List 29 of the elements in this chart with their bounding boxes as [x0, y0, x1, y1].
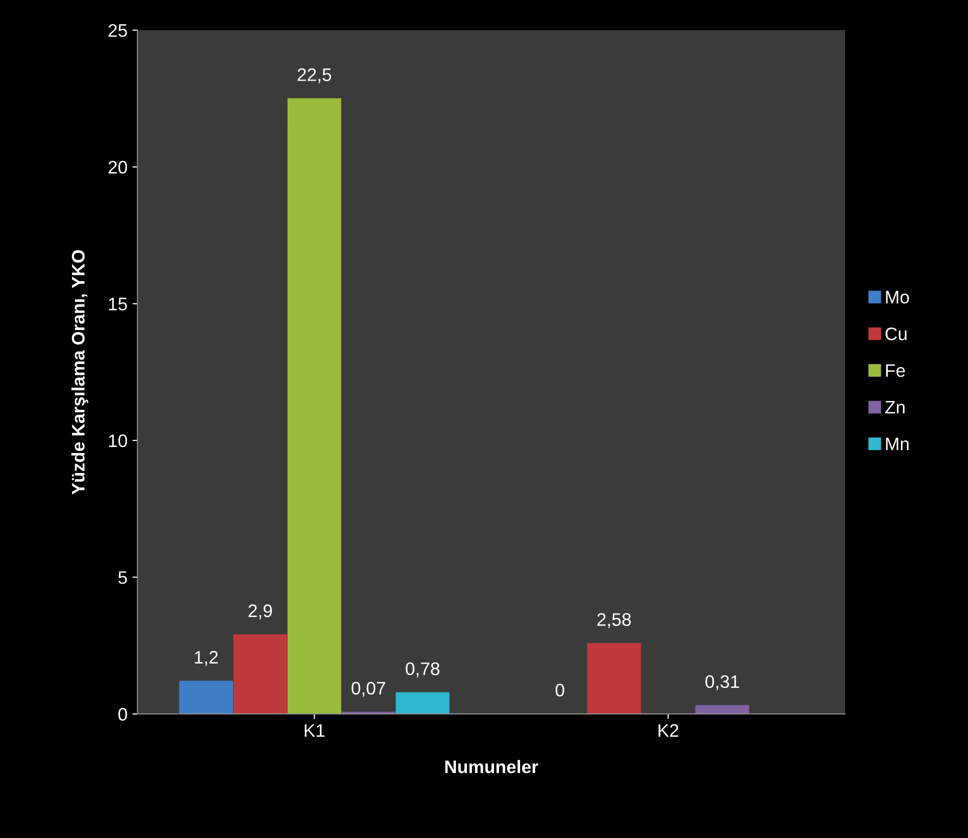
- legend-label: Cu: [886, 327, 907, 340]
- data-label: 0,07: [352, 682, 386, 697]
- data-label: 2,58: [597, 613, 631, 628]
- y-tick-label: 15: [109, 298, 127, 310]
- legend-label: Zn: [885, 401, 905, 414]
- bar: [396, 692, 450, 714]
- x-tick-label: K2: [658, 724, 678, 737]
- bar: [587, 643, 641, 714]
- data-label: 22,5: [298, 68, 332, 84]
- data-label: 2,9: [248, 604, 272, 620]
- legend-label: Mo: [886, 290, 909, 304]
- x-axis-title: Numuneler: [445, 760, 538, 774]
- y-tick-label: 0: [118, 708, 128, 721]
- data-label: 0,78: [406, 662, 440, 678]
- y-tick-label: 5: [118, 571, 127, 584]
- legend-label: Mn: [886, 438, 909, 450]
- data-label: 0: [556, 684, 564, 697]
- bar: [179, 680, 233, 714]
- data-label: 0,31: [705, 675, 739, 690]
- legend-label: Fe: [886, 364, 905, 377]
- y-axis-title: Yüzde Karşılama Oranı, YKO: [71, 250, 88, 495]
- bar: [287, 98, 342, 714]
- y-tick-label: 10: [109, 434, 128, 448]
- bar: [695, 705, 750, 714]
- bar: [233, 634, 288, 714]
- y-tick-label: 20: [108, 160, 128, 174]
- x-tick-label: K1: [304, 724, 325, 737]
- y-tick-label: 25: [108, 24, 127, 37]
- data-label: 1,2: [194, 650, 218, 666]
